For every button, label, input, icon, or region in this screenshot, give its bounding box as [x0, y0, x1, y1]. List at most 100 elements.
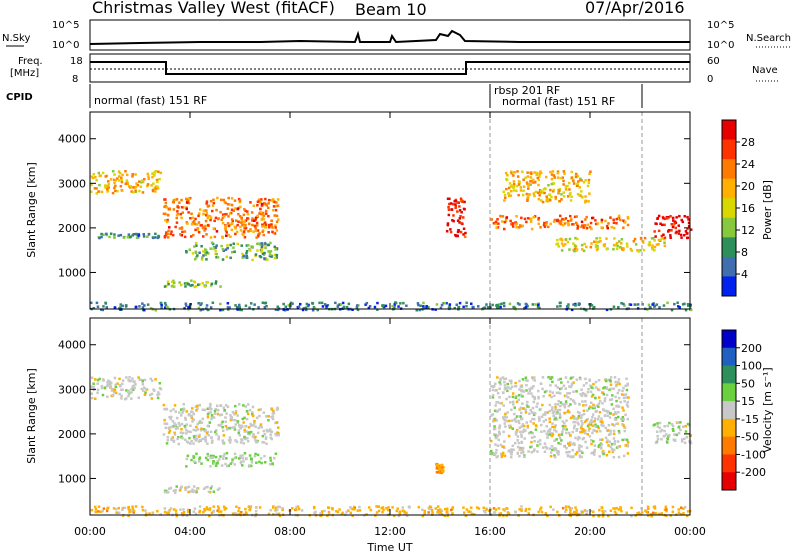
data-cell: [553, 218, 557, 222]
data-cell: [195, 241, 198, 245]
data-cell: [165, 511, 169, 515]
data-cell: [170, 230, 173, 233]
data-cell: [211, 204, 215, 207]
data-cell: [212, 490, 216, 493]
data-cell: [243, 430, 247, 433]
data-cell: [526, 424, 529, 428]
data-cell: [556, 409, 560, 412]
data-cell: [264, 223, 268, 226]
data-cell: [560, 238, 563, 241]
data-cell: [150, 392, 154, 396]
data-cell: [463, 511, 466, 514]
data-cell: [265, 212, 268, 215]
data-cell: [104, 301, 107, 305]
data-cell: [456, 230, 460, 234]
nsearch-tick-bottom: 10^0: [707, 40, 734, 51]
data-cell: [112, 507, 116, 510]
data-cell: [251, 258, 254, 262]
data-cell: [168, 487, 171, 490]
data-cell: [387, 506, 390, 509]
data-cell: [569, 455, 572, 458]
data-cell: [238, 425, 242, 429]
data-cell: [133, 386, 136, 390]
data-cell: [490, 218, 493, 221]
data-cell: [663, 434, 666, 438]
data-cell: [548, 390, 552, 393]
data-cell: [612, 442, 616, 446]
data-cell: [504, 219, 508, 222]
data-cell: [125, 304, 128, 307]
data-cell: [606, 439, 609, 442]
data-cell: [251, 414, 255, 417]
data-cell: [624, 384, 627, 388]
data-cell: [262, 214, 266, 217]
data-cell: [243, 228, 247, 231]
data-cell: [259, 425, 262, 428]
data-cell: [260, 198, 263, 201]
data-cell: [503, 440, 506, 443]
data-cell: [583, 392, 586, 396]
data-cell: [531, 303, 535, 306]
data-cell: [497, 222, 500, 225]
data-cell: [687, 221, 691, 225]
data-cell: [94, 510, 97, 514]
data-cell: [670, 229, 673, 232]
colorbar-swatch: [722, 256, 736, 277]
data-cell: [622, 454, 626, 458]
data-cell: [255, 224, 259, 227]
data-cell: [202, 250, 205, 253]
data-cell: [618, 240, 621, 243]
data-cell: [505, 419, 509, 423]
data-cell: [600, 506, 604, 509]
data-cell: [260, 426, 263, 429]
data-cell: [191, 221, 195, 224]
data-cell: [550, 173, 554, 176]
data-cell: [233, 513, 236, 516]
data-cell: [513, 306, 517, 310]
data-cell: [269, 241, 272, 245]
data-cell: [227, 224, 231, 228]
data-cell: [530, 386, 533, 389]
data-cell: [575, 511, 578, 515]
data-cell: [526, 171, 529, 174]
data-cell: [180, 216, 183, 220]
data-cell: [552, 188, 556, 192]
data-cell: [168, 207, 171, 210]
data-cell: [338, 303, 341, 306]
data-cell: [686, 303, 690, 306]
data-cell: [100, 190, 104, 194]
data-cell: [680, 506, 683, 509]
data-cell: [154, 309, 157, 312]
data-cell: [665, 433, 668, 436]
data-cell: [557, 399, 560, 403]
data-cell: [671, 424, 675, 428]
data-cell: [516, 302, 520, 305]
data-cell: [595, 430, 599, 433]
data-cell: [491, 413, 495, 416]
data-cell: [524, 176, 527, 179]
data-cell: [609, 429, 612, 433]
data-cell: [260, 213, 264, 216]
data-cell: [209, 247, 212, 250]
data-cell: [585, 309, 588, 312]
data-cell: [203, 437, 206, 440]
data-cell: [221, 308, 225, 312]
data-cell: [100, 384, 104, 388]
data-cell: [234, 404, 237, 408]
data-cell: [211, 209, 214, 213]
data-cell: [446, 222, 450, 225]
data-cell: [267, 429, 270, 432]
data-cell: [221, 425, 224, 429]
data-cell: [536, 176, 539, 180]
data-cell: [652, 424, 656, 427]
data-cell: [572, 381, 575, 384]
data-cell: [462, 216, 465, 219]
data-cell: [622, 418, 625, 421]
data-cell: [228, 212, 232, 215]
data-cell: [591, 413, 595, 416]
data-cell: [576, 174, 579, 178]
data-cell: [575, 417, 578, 420]
data-cell: [566, 221, 570, 225]
data-cell: [682, 425, 685, 428]
data-cell: [547, 184, 550, 187]
